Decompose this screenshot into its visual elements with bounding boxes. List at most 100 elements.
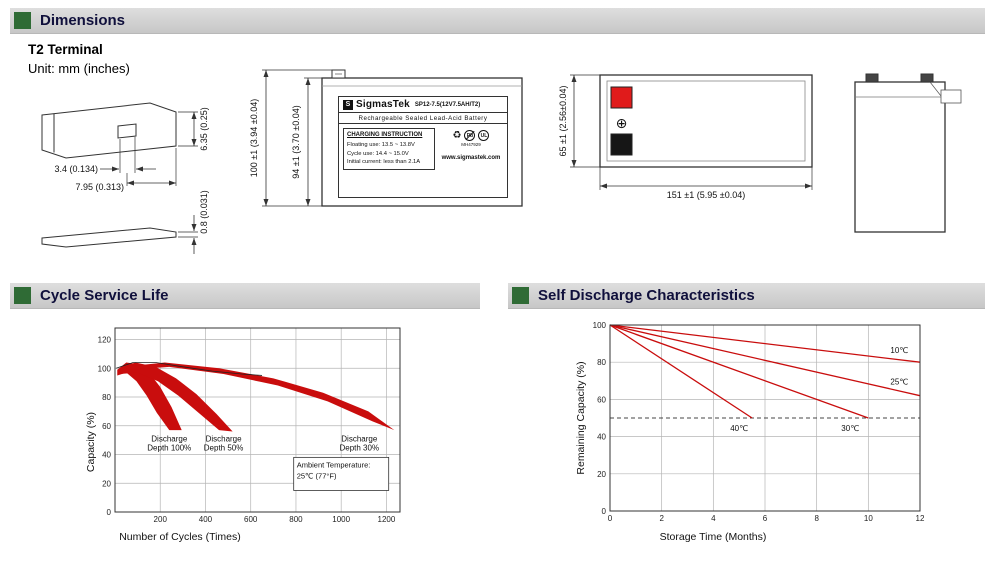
svg-text:60: 60	[102, 422, 111, 431]
series-10℃	[609, 324, 921, 363]
top-view-drawing	[570, 74, 813, 190]
series-30℃	[609, 324, 869, 419]
charging-line: Floating use: 13.5 ~ 13.8V	[347, 142, 415, 148]
svg-text:800: 800	[289, 515, 303, 524]
sigmastek-logo-icon: S	[343, 99, 353, 110]
band-label: Discharge	[206, 435, 243, 444]
x-axis-label: Storage Time (Months)	[660, 531, 767, 543]
svg-text:100: 100	[98, 364, 112, 373]
charging-line: Initial current: less than 2.1A	[347, 159, 421, 166]
capacity-curve	[116, 362, 263, 376]
dim-tab-length: 7.95 (0.313)	[75, 182, 124, 192]
svg-text:80: 80	[102, 393, 111, 402]
positive-terminal-icon: ⊕	[616, 115, 628, 131]
band-label: Depth 30%	[339, 444, 379, 453]
dim-total-height: 100 ±1 (3.94 ±0.04)	[249, 99, 259, 177]
positive-terminal	[610, 86, 633, 109]
y-axis-label: Capacity (%)	[85, 412, 97, 472]
svg-text:40: 40	[102, 451, 111, 460]
label-icons: ♻ Pb UL	[453, 130, 490, 141]
charging-line: Cycle use: 14.4 ~ 15.0V	[347, 150, 409, 157]
band-Discharge Depth 50%	[119, 362, 233, 432]
series-label: 25℃	[890, 378, 908, 387]
band-label: Depth 100%	[147, 444, 191, 453]
band-Discharge Depth 30%	[124, 362, 395, 431]
svg-text:0: 0	[107, 508, 112, 517]
label-brand-row: S SigmasTek SP12-7.5(12V7.5AH/T2)	[339, 97, 507, 113]
section-bullet-icon	[14, 287, 31, 304]
svg-text:80: 80	[597, 358, 606, 367]
label-subtitle: Rechargeable Sealed Lead-Acid Battery	[339, 113, 507, 124]
svg-text:40: 40	[597, 433, 606, 442]
side-terminal-1	[865, 73, 879, 83]
y-axis-label: Remaining Capacity (%)	[575, 361, 587, 474]
svg-text:2: 2	[659, 514, 664, 523]
section-header-dimensions: Dimensions	[10, 8, 985, 34]
series-25℃	[609, 324, 921, 397]
terminal-detail-drawing	[41, 102, 198, 254]
band-Discharge Depth 100%	[117, 362, 182, 431]
svg-text:4: 4	[711, 514, 716, 523]
band-label: Depth 50%	[204, 444, 244, 453]
band-label: Discharge	[341, 435, 378, 444]
svg-text:6: 6	[763, 514, 768, 523]
plot-border	[114, 327, 401, 513]
ul-mark-icon: UL	[478, 130, 490, 141]
dim-tab-thickness: 0.8 (0.031)	[199, 190, 209, 234]
svg-text:20: 20	[102, 479, 111, 488]
model-number: SP12-7.5(12V7.5AH/T2)	[414, 101, 481, 108]
dim-width: 65 ±1 (2.56±0.04)	[558, 86, 568, 157]
charging-title: CHARGING INSTRUCTION	[347, 132, 423, 138]
section-bullet-icon	[512, 287, 529, 304]
svg-text:8: 8	[814, 514, 819, 523]
self-discharge-chart: 0 2 4 6 8 10 12 0 20 40 60 80 100 10℃ 25℃ 40℃ 30℃ Storage…	[575, 321, 925, 543]
annotation-box	[293, 456, 390, 491]
plot-border	[609, 324, 921, 512]
series-label: 40℃	[730, 424, 748, 433]
side-callout-box	[940, 89, 962, 104]
cycle-service-life-chart: 200 400 600 800 1000 1200 0 20 40 60 80 100 120 Disch…	[85, 327, 401, 543]
battery-label: S SigmasTek SP12-7.5(12V7.5AH/T2) Rechar…	[338, 96, 508, 198]
charging-instruction-box: CHARGING INSTRUCTION Floating use: 13.5 …	[343, 128, 435, 171]
brand-name: SigmasTek	[356, 99, 410, 110]
recycle-pb-icon: ♻	[452, 129, 462, 141]
svg-text:120: 120	[98, 336, 112, 345]
section-bullet-icon	[14, 12, 31, 29]
section-header-self-discharge: Self Discharge Characteristics	[508, 283, 985, 309]
svg-text:20: 20	[597, 470, 606, 479]
svg-text:1200: 1200	[378, 515, 396, 524]
unit-note: Unit: mm (inches)	[28, 61, 130, 76]
dim-tab-width: 6.35 (0.25)	[199, 107, 209, 151]
svg-text:60: 60	[597, 395, 606, 404]
cycle-life-title: Cycle Service Life	[40, 287, 169, 304]
series-40℃	[609, 324, 753, 419]
svg-text:100: 100	[593, 321, 607, 330]
section-header-cycle-life: Cycle Service Life	[10, 283, 480, 309]
website-text: www.sigmastek.com	[441, 155, 501, 161]
self-discharge-title: Self Discharge Characteristics	[538, 287, 755, 304]
band-label: Discharge	[151, 435, 188, 444]
svg-text:0: 0	[608, 514, 613, 523]
annotation-text: 25℃ (77°F)	[297, 471, 337, 480]
x-axis-label: Number of Cycles (Times)	[119, 531, 241, 543]
dim-hole-width: 3.4 (0.134)	[54, 164, 98, 174]
annotation-text: Ambient Temperature:	[297, 460, 371, 469]
svg-text:1000: 1000	[332, 515, 350, 524]
svg-text:12: 12	[916, 514, 925, 523]
svg-text:600: 600	[244, 515, 258, 524]
svg-text:400: 400	[199, 515, 213, 524]
svg-text:0: 0	[602, 507, 607, 516]
dimensions-title: Dimensions	[40, 12, 126, 29]
dim-length: 151 ±1 (5.95 ±0.04)	[667, 190, 745, 200]
negative-terminal	[610, 133, 633, 156]
svg-text:200: 200	[154, 515, 168, 524]
side-terminal-2	[920, 73, 934, 83]
label-body: CHARGING INSTRUCTION Floating use: 13.5 …	[339, 124, 507, 171]
no-pb-icon: Pb	[464, 130, 476, 141]
label-right-column: ♻ Pb UL MH47929 www.sigmastek.com	[439, 128, 503, 170]
side-view-drawing	[854, 73, 962, 233]
series-label: 10℃	[890, 346, 908, 355]
dim-case-height: 94 ±1 (3.70 ±0.04)	[291, 105, 301, 178]
terminal-type-label: T2 Terminal	[28, 42, 103, 57]
svg-text:10: 10	[864, 514, 873, 523]
